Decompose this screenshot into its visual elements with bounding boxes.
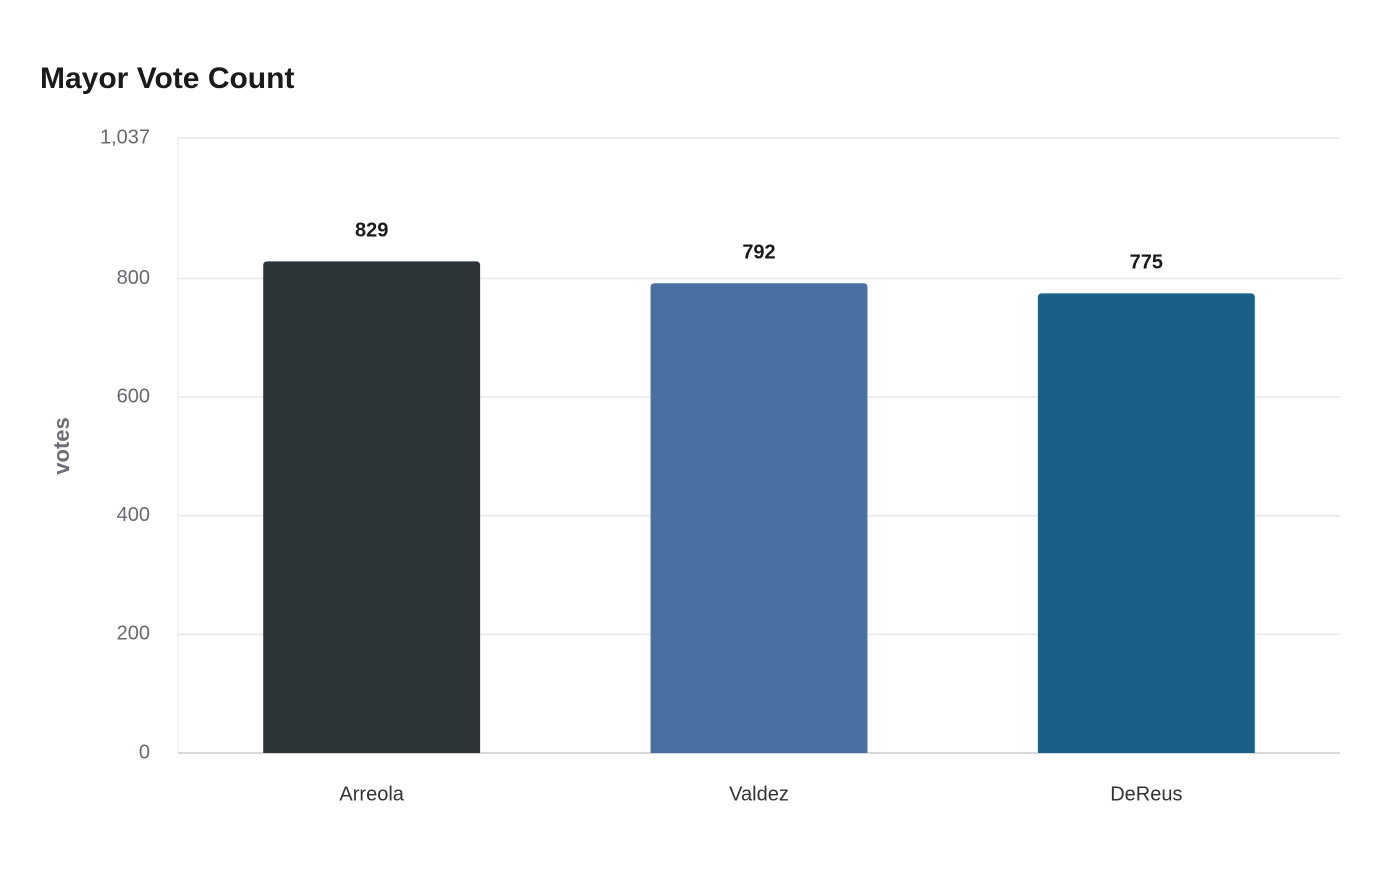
x-tick-label: Valdez [729,783,789,805]
data-label: 792 [742,242,775,264]
data-label: 775 [1130,252,1163,274]
y-axis-label: votes [49,417,74,474]
x-tick-label: Arreola [339,783,404,805]
y-tick-label: 800 [117,267,150,289]
y-tick-label: 1,037 [100,126,150,148]
chart-title: Mayor Vote Count [40,62,294,95]
bar [650,283,868,753]
x-tick-label: DeReus [1110,783,1182,805]
y-tick-label: 0 [139,741,150,763]
y-tick-label: 200 [117,623,150,645]
bar [263,261,481,753]
bar [1037,293,1255,753]
y-tick-label: 600 [117,385,150,407]
y-tick-label: 400 [117,504,150,526]
data-label: 829 [355,220,388,242]
